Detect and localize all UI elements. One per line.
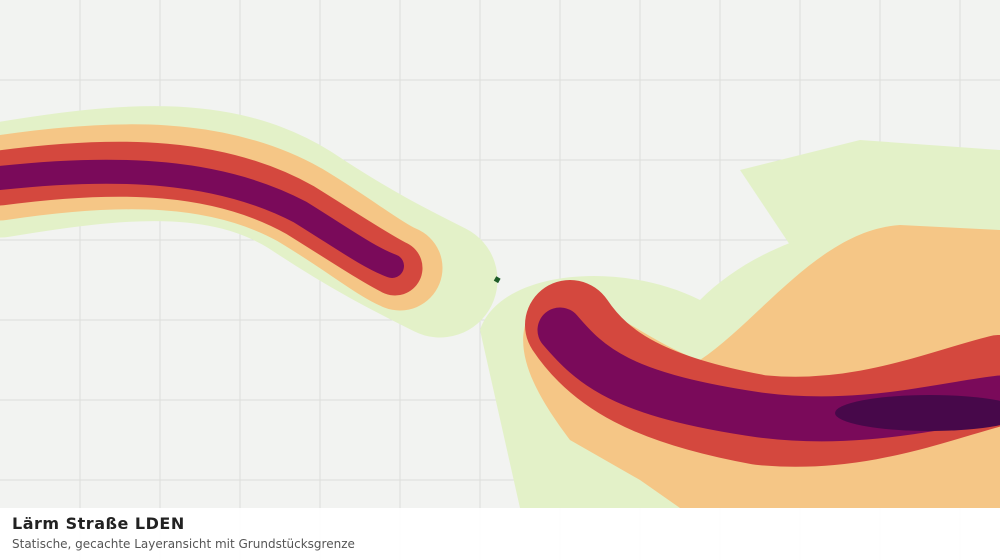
layer-title: Lärm Straße LDEN [12,514,185,533]
noise-right [480,210,1000,508]
legend-panel: Lärm Straße LDEN Statische, gecachte Lay… [0,508,1000,560]
noise-left [0,106,1000,338]
layer-subtitle: Statische, gecachte Layeransicht mit Gru… [12,537,355,551]
